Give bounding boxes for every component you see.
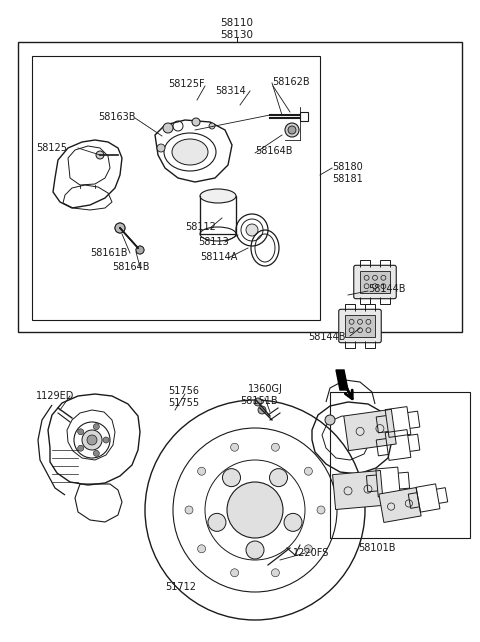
Circle shape: [227, 482, 283, 538]
Circle shape: [192, 118, 200, 126]
Circle shape: [246, 541, 264, 559]
Circle shape: [198, 467, 205, 475]
Polygon shape: [344, 410, 396, 451]
Circle shape: [87, 435, 97, 445]
Circle shape: [284, 514, 302, 532]
Polygon shape: [379, 487, 421, 523]
Text: 58125F: 58125F: [168, 79, 204, 89]
Text: 58130: 58130: [220, 30, 253, 40]
Circle shape: [136, 246, 144, 254]
Circle shape: [317, 506, 325, 514]
Text: 58162B: 58162B: [272, 77, 310, 87]
Circle shape: [209, 123, 215, 129]
Bar: [360, 271, 390, 293]
Text: 58114A: 58114A: [200, 252, 238, 262]
Circle shape: [82, 430, 102, 450]
Ellipse shape: [200, 189, 236, 203]
Circle shape: [304, 467, 312, 475]
Text: 58144B: 58144B: [308, 332, 346, 342]
Circle shape: [254, 398, 262, 406]
Polygon shape: [333, 471, 384, 510]
Circle shape: [93, 450, 99, 456]
Ellipse shape: [246, 224, 258, 236]
Circle shape: [271, 443, 279, 451]
Circle shape: [288, 126, 296, 134]
Bar: [345, 315, 375, 337]
Text: 58181: 58181: [332, 174, 363, 184]
Circle shape: [285, 123, 299, 137]
Circle shape: [304, 545, 312, 553]
Circle shape: [163, 123, 173, 133]
Circle shape: [223, 469, 240, 487]
Text: 51712: 51712: [165, 582, 196, 592]
Text: 51755: 51755: [168, 398, 199, 408]
Text: 51756: 51756: [168, 386, 199, 396]
Text: 58180: 58180: [332, 162, 363, 172]
Text: 58163B: 58163B: [98, 112, 135, 122]
Text: 58151B: 58151B: [240, 396, 277, 406]
Text: 58164B: 58164B: [112, 262, 149, 272]
Text: 58110: 58110: [220, 18, 253, 28]
Text: 58112: 58112: [185, 222, 216, 232]
Circle shape: [78, 446, 84, 451]
Circle shape: [78, 429, 84, 435]
Circle shape: [325, 415, 335, 425]
Ellipse shape: [96, 151, 104, 159]
Circle shape: [258, 406, 266, 414]
Text: 1360GJ: 1360GJ: [248, 384, 283, 394]
Text: 58101B: 58101B: [358, 543, 396, 553]
Circle shape: [115, 223, 125, 233]
Text: 58144B: 58144B: [368, 284, 406, 294]
Circle shape: [230, 443, 239, 451]
FancyBboxPatch shape: [339, 309, 381, 343]
Bar: [200, 196, 236, 234]
Circle shape: [198, 545, 205, 553]
Circle shape: [269, 469, 288, 487]
Text: 1129ED: 1129ED: [36, 391, 74, 401]
Text: 58113: 58113: [198, 237, 229, 247]
Circle shape: [271, 569, 279, 577]
Ellipse shape: [172, 139, 208, 165]
Text: 58164B: 58164B: [255, 146, 292, 156]
Circle shape: [208, 514, 226, 532]
Text: 58125: 58125: [36, 143, 67, 153]
Circle shape: [136, 246, 144, 254]
Circle shape: [115, 223, 125, 233]
Text: 58161B: 58161B: [90, 248, 128, 258]
Text: 1220FS: 1220FS: [293, 548, 329, 558]
Circle shape: [157, 144, 165, 152]
Circle shape: [103, 437, 109, 443]
Text: 58314: 58314: [215, 86, 246, 96]
Polygon shape: [336, 370, 348, 390]
Circle shape: [93, 424, 99, 429]
Circle shape: [370, 415, 380, 425]
Circle shape: [185, 506, 193, 514]
Circle shape: [230, 569, 239, 577]
FancyBboxPatch shape: [354, 265, 396, 299]
